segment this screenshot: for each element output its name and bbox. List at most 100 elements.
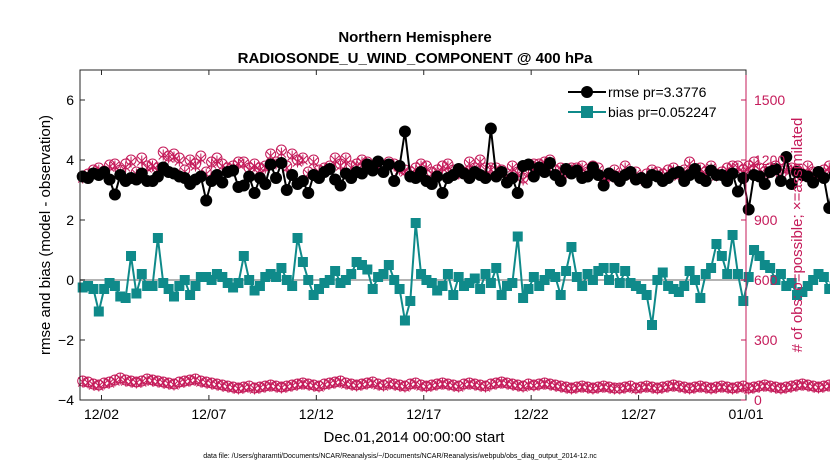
bias-point bbox=[609, 263, 620, 273]
bias-point bbox=[727, 230, 738, 240]
bias-point bbox=[314, 284, 325, 294]
rmse-point bbox=[484, 122, 497, 135]
rmse-point bbox=[581, 170, 594, 183]
bias-point bbox=[501, 281, 512, 291]
y-tick-label: 2 bbox=[66, 212, 74, 228]
bias-point bbox=[711, 239, 722, 249]
bias-point bbox=[115, 291, 126, 302]
rmse-point bbox=[431, 170, 444, 183]
x-tick-label: 12/02 bbox=[84, 406, 119, 422]
bias-point bbox=[330, 266, 341, 276]
bias-point bbox=[775, 269, 786, 279]
legend-bias-label: bias pr=0.052247 bbox=[608, 104, 717, 120]
rmse-point bbox=[151, 170, 164, 183]
bias-point bbox=[679, 281, 690, 291]
legend-rmse-label: rmse pr=3.3776 bbox=[608, 84, 707, 100]
bias-point bbox=[571, 272, 582, 282]
rmse-point bbox=[286, 169, 299, 181]
obs-assimilated-point bbox=[378, 380, 389, 392]
bias-point bbox=[437, 281, 448, 291]
bias-point bbox=[99, 284, 110, 294]
obs-assimilated-point bbox=[480, 381, 491, 393]
rmse-point bbox=[415, 166, 428, 178]
bias-point bbox=[620, 266, 631, 276]
bias-point bbox=[265, 269, 276, 279]
obs-assimilated-point bbox=[195, 153, 206, 165]
bias-point bbox=[351, 257, 362, 267]
y-axis-label: rmse and bias (model - observation) bbox=[37, 115, 54, 355]
bias-point bbox=[244, 275, 255, 285]
bias-point bbox=[716, 251, 727, 261]
obs-assimilated-point bbox=[158, 149, 169, 161]
bias-point bbox=[663, 281, 674, 291]
bias-point bbox=[88, 284, 99, 294]
obs-assimilated-point bbox=[400, 381, 410, 393]
bias-point bbox=[700, 269, 711, 279]
obs-assimilated-point bbox=[824, 380, 830, 392]
x-tick-label: 12/12 bbox=[299, 406, 334, 422]
bias-point bbox=[684, 266, 695, 276]
bias-point bbox=[281, 275, 292, 285]
bias-point bbox=[109, 281, 120, 291]
rmse-point bbox=[731, 185, 744, 198]
obs-assimilated-point bbox=[298, 154, 308, 166]
bias-point bbox=[641, 290, 652, 300]
bias-point bbox=[168, 291, 179, 302]
obs-assimilated-point bbox=[249, 160, 260, 172]
bias-point bbox=[587, 275, 598, 285]
bias-point bbox=[378, 269, 389, 279]
chart-title: Northern Hemisphere bbox=[338, 29, 491, 46]
bias-point bbox=[732, 269, 743, 279]
bias-point bbox=[598, 263, 609, 273]
rmse-point bbox=[323, 163, 336, 175]
bias-point bbox=[297, 257, 308, 267]
bias-point bbox=[469, 273, 480, 284]
bias-point bbox=[577, 281, 588, 291]
bias-point bbox=[614, 278, 625, 288]
bias-point bbox=[416, 269, 427, 279]
obs-assimilated-point bbox=[83, 377, 93, 389]
bias-point bbox=[93, 306, 104, 317]
bias-point bbox=[512, 231, 523, 242]
bias-point bbox=[142, 281, 153, 291]
bias-point bbox=[222, 278, 233, 288]
rmse-point bbox=[366, 164, 379, 177]
bias-point bbox=[561, 266, 572, 276]
obs-assimilated-point bbox=[367, 377, 378, 389]
left-axis: −4 −2 0 2 4 6 bbox=[58, 92, 85, 408]
bias-point bbox=[373, 272, 384, 282]
bias-point bbox=[792, 290, 803, 300]
bias-point bbox=[421, 275, 432, 285]
bias-point bbox=[496, 290, 507, 300]
x-tick-label: 12/17 bbox=[406, 406, 441, 422]
obs-assimilated-point bbox=[174, 155, 185, 167]
right-axis: 0 300 600 900 1200 1500 bbox=[741, 70, 785, 408]
bias-point bbox=[389, 275, 400, 285]
bias-point bbox=[260, 272, 271, 282]
bias-series bbox=[77, 218, 830, 330]
rmse-point bbox=[543, 157, 556, 169]
y-tick-label: 0 bbox=[66, 272, 74, 288]
bias-point bbox=[83, 281, 94, 291]
bias-point bbox=[399, 315, 410, 326]
rmse-point bbox=[372, 155, 385, 168]
bias-point bbox=[566, 242, 577, 252]
legend-bias-marker bbox=[581, 106, 593, 118]
rmse-point bbox=[393, 160, 406, 172]
bias-point bbox=[201, 272, 212, 282]
bias-point bbox=[722, 269, 733, 279]
bias-point bbox=[518, 293, 529, 303]
rmse-point bbox=[592, 169, 605, 181]
rmse-point bbox=[758, 178, 771, 190]
bias-point bbox=[303, 275, 314, 285]
obs-assimilated-point bbox=[190, 160, 201, 172]
bias-point bbox=[550, 272, 561, 282]
rmse-point bbox=[785, 178, 798, 190]
obs-assimilated-point bbox=[276, 147, 287, 159]
bias-point bbox=[786, 278, 797, 288]
obs-assimilated-point bbox=[335, 376, 346, 388]
obs-assimilated-point bbox=[410, 378, 421, 390]
bias-point bbox=[179, 275, 190, 285]
rmse-point bbox=[382, 158, 395, 171]
bias-point bbox=[410, 218, 421, 228]
